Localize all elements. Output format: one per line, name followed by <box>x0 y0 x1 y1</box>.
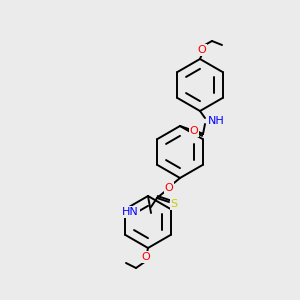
Text: O: O <box>190 126 198 136</box>
Text: O: O <box>165 183 173 193</box>
Text: O: O <box>142 252 150 262</box>
Text: O: O <box>198 45 206 55</box>
Text: S: S <box>170 199 178 209</box>
Text: NH: NH <box>208 116 225 126</box>
Text: HN: HN <box>122 207 139 217</box>
